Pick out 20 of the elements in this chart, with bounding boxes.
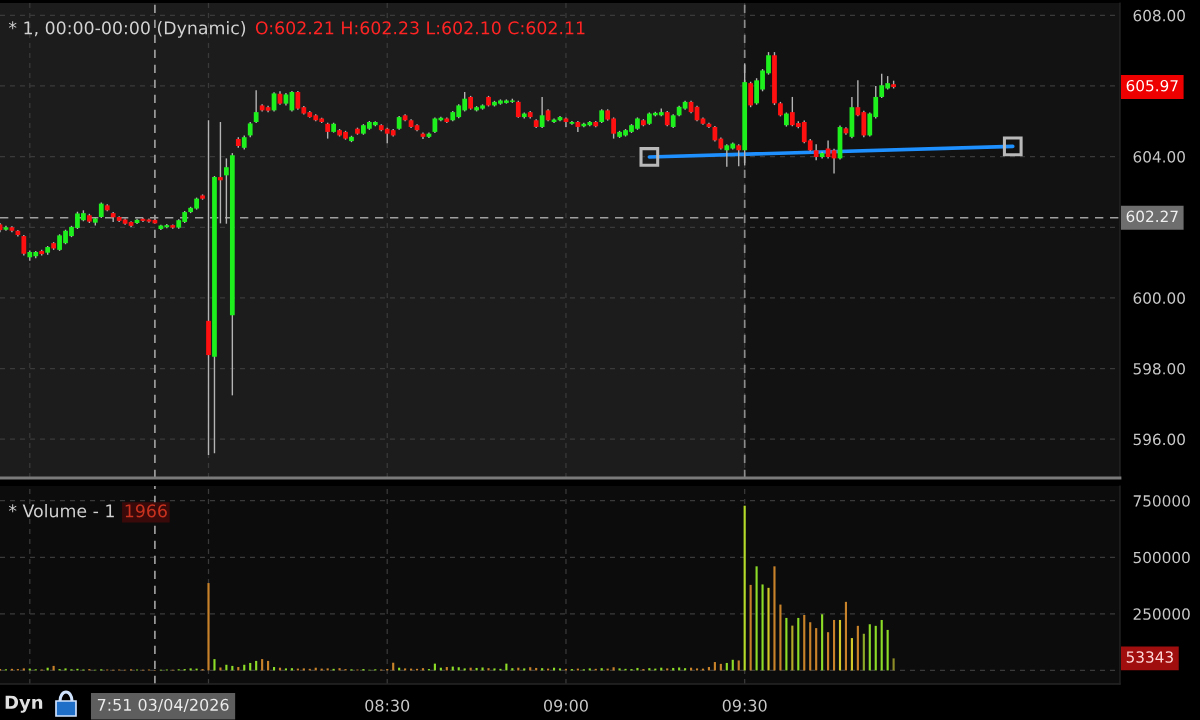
- y-tick-label: 598.00: [1133, 362, 1185, 375]
- text: 1966: [125, 504, 167, 518]
- text: 605.97: [1126, 79, 1178, 92]
- text: * 1, 00:00-00:00 (Dynamic): [8, 20, 246, 38]
- text: O:602.21 H:602.23 L:602.10 C:602.11: [255, 21, 585, 35]
- y-tick-label: 596.00: [1133, 433, 1185, 446]
- x-tick-label: 08:30: [365, 699, 410, 712]
- text: * Volume - 1: [8, 503, 114, 518]
- x-tick-label: 09:00: [544, 699, 588, 712]
- y-tick-label: 250000: [1133, 608, 1190, 620]
- text: Dyn: [5, 695, 43, 713]
- text: 53343: [1126, 651, 1173, 663]
- y-tick-label: 608.00: [1133, 9, 1185, 22]
- y-tick-label: 604.00: [1133, 151, 1185, 163]
- y-tick-label: 600.00: [1133, 292, 1185, 304]
- y-tick-label: 500000: [1133, 551, 1190, 564]
- y-tick-label: 750000: [1133, 495, 1190, 507]
- x-tick-label: 09:30: [722, 699, 767, 712]
- ref-line-label: 7:51 03/04/2026: [97, 698, 229, 713]
- ref-line-label: 602.27: [1126, 210, 1178, 223]
